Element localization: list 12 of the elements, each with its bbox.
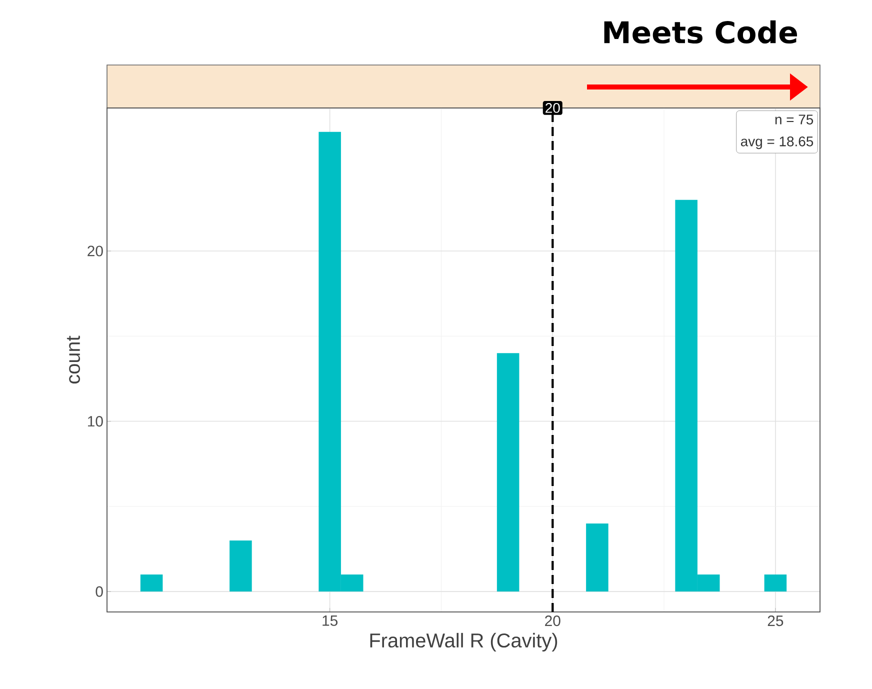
annotation: n = 75 — [775, 114, 814, 124]
y-tick-label: 20 — [88, 246, 103, 256]
ref-line-label: 20 — [546, 103, 560, 113]
x-axis-title: FrameWall R (Cavity) — [370, 632, 558, 652]
y-tick-label: 10 — [88, 416, 103, 427]
annotation: avg = 18.65 — [740, 136, 814, 150]
x-tick-label: 20 — [545, 616, 560, 626]
y-axis-title: count — [66, 336, 80, 384]
y-tick-label: 0 — [96, 586, 103, 597]
x-tick-label: 25 — [768, 616, 784, 626]
x-tick-label: 15 — [322, 616, 338, 626]
chart-title: Meets Code — [604, 20, 797, 44]
